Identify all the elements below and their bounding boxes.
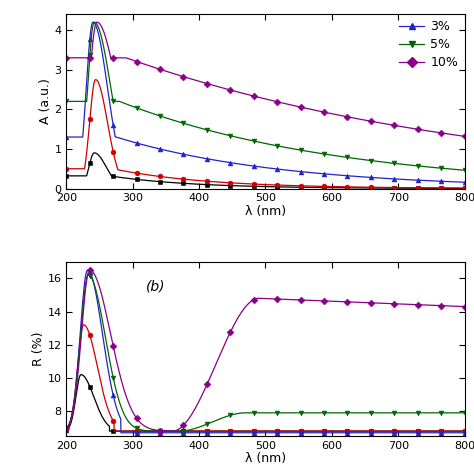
Text: (b): (b) bbox=[146, 279, 165, 293]
Legend: 3%, 5%, 10%: 3%, 5%, 10% bbox=[399, 20, 458, 70]
Y-axis label: R (%): R (%) bbox=[32, 332, 45, 366]
Y-axis label: A (a.u.): A (a.u.) bbox=[38, 78, 52, 124]
X-axis label: λ (nm): λ (nm) bbox=[245, 205, 286, 218]
X-axis label: λ (nm): λ (nm) bbox=[245, 452, 286, 465]
